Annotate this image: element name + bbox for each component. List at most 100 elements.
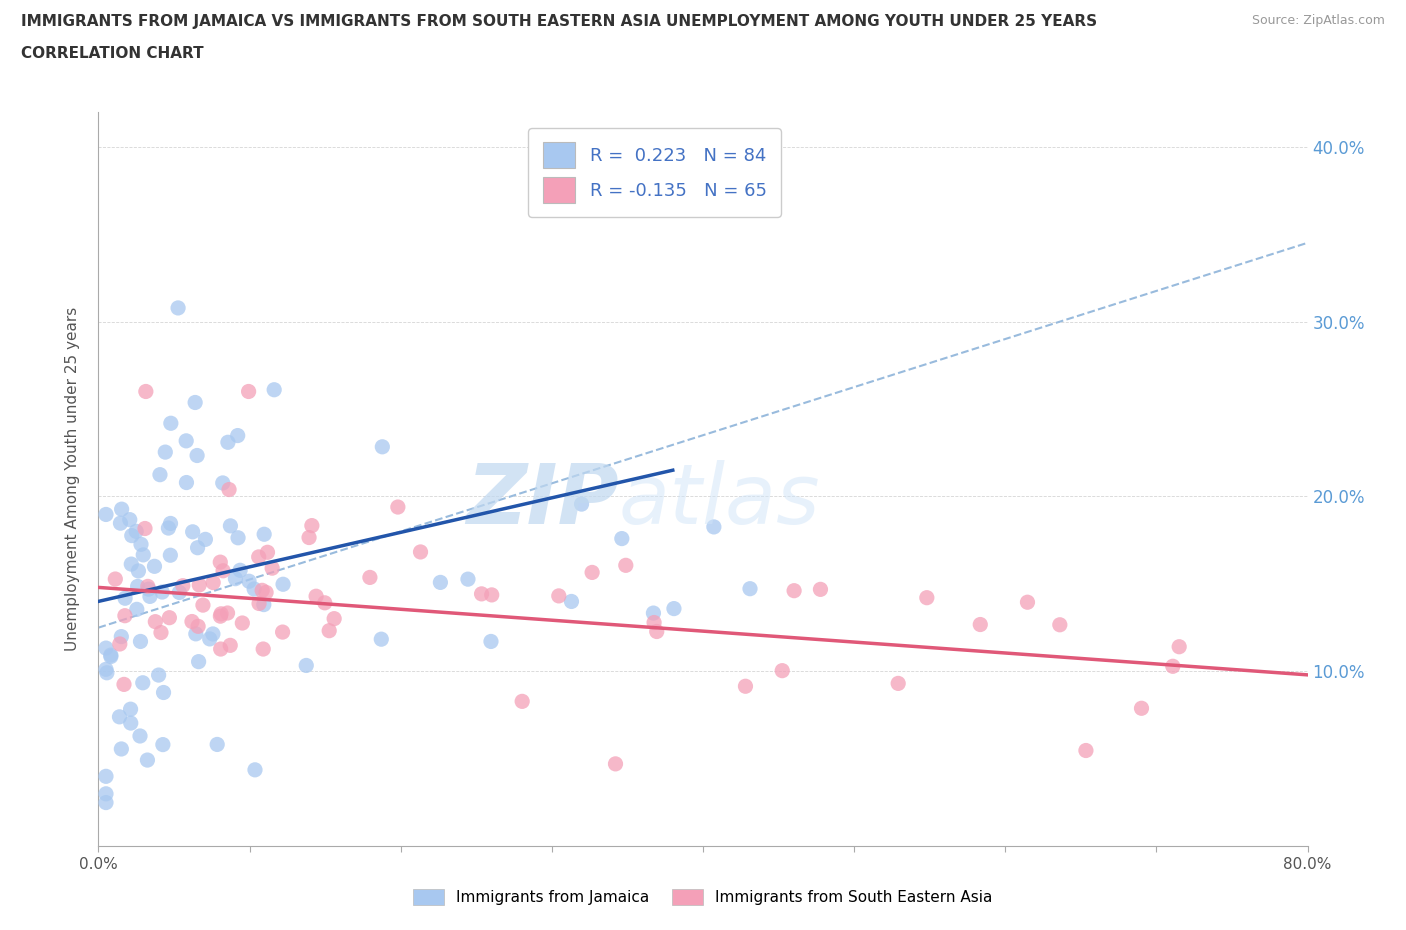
- Point: [187, 540, 209, 555]
- Point: [176, 475, 198, 490]
- Point: [152, 685, 174, 700]
- Point: [172, 578, 194, 593]
- Point: [110, 741, 132, 756]
- Point: [359, 570, 381, 585]
- Point: [209, 554, 232, 569]
- Point: [810, 582, 832, 597]
- Point: [110, 630, 132, 644]
- Text: atlas: atlas: [619, 460, 820, 541]
- Point: [125, 602, 148, 617]
- Point: [295, 658, 318, 673]
- Point: [247, 596, 270, 611]
- Point: [114, 608, 136, 623]
- Point: [229, 563, 252, 578]
- Point: [136, 752, 159, 767]
- Point: [148, 668, 170, 683]
- Point: [94, 769, 117, 784]
- Point: [224, 571, 246, 586]
- Point: [127, 579, 149, 594]
- Point: [136, 579, 159, 594]
- Point: [262, 561, 284, 576]
- Point: [243, 763, 266, 777]
- Point: [783, 583, 806, 598]
- Point: [132, 548, 155, 563]
- Point: [1168, 639, 1191, 654]
- Point: [250, 583, 273, 598]
- Point: [298, 530, 321, 545]
- Point: [247, 550, 270, 565]
- Point: [371, 439, 394, 454]
- Point: [194, 532, 217, 547]
- Point: [238, 574, 260, 589]
- Point: [226, 428, 249, 443]
- Point: [738, 581, 761, 596]
- Point: [120, 715, 142, 730]
- Point: [112, 677, 135, 692]
- Point: [198, 631, 221, 646]
- Legend: Immigrants from Jamaica, Immigrants from South Eastern Asia: Immigrants from Jamaica, Immigrants from…: [406, 882, 1000, 913]
- Point: [510, 694, 533, 709]
- Point: [138, 581, 160, 596]
- Point: [253, 526, 276, 541]
- Point: [129, 728, 152, 743]
- Point: [212, 564, 235, 578]
- Point: [152, 737, 174, 752]
- Point: [457, 572, 479, 587]
- Point: [186, 448, 208, 463]
- Point: [471, 587, 494, 602]
- Point: [610, 531, 633, 546]
- Point: [271, 625, 294, 640]
- Point: [256, 545, 278, 560]
- Point: [184, 627, 207, 642]
- Point: [187, 618, 209, 633]
- Point: [134, 521, 156, 536]
- Point: [129, 537, 152, 551]
- Y-axis label: Unemployment Among Youth under 25 years: Unemployment Among Youth under 25 years: [65, 307, 80, 651]
- Point: [202, 575, 225, 590]
- Point: [120, 557, 142, 572]
- Point: [94, 662, 117, 677]
- Point: [149, 467, 172, 482]
- Point: [969, 618, 991, 632]
- Point: [252, 642, 274, 657]
- Point: [305, 589, 328, 604]
- Point: [114, 591, 136, 605]
- Point: [181, 525, 204, 539]
- Point: [387, 499, 409, 514]
- Point: [111, 502, 134, 517]
- Point: [409, 544, 432, 559]
- Point: [703, 520, 725, 535]
- Point: [201, 627, 224, 642]
- Point: [217, 435, 239, 450]
- Point: [191, 598, 214, 613]
- Point: [571, 497, 593, 512]
- Point: [94, 795, 117, 810]
- Point: [770, 663, 793, 678]
- Point: [159, 516, 181, 531]
- Point: [614, 558, 637, 573]
- Point: [120, 702, 142, 717]
- Point: [94, 507, 117, 522]
- Point: [108, 710, 131, 724]
- Point: [94, 641, 117, 656]
- Point: [643, 615, 665, 630]
- Text: ZIP: ZIP: [465, 460, 619, 541]
- Point: [174, 433, 197, 448]
- Point: [157, 610, 180, 625]
- Point: [226, 530, 249, 545]
- Point: [662, 601, 685, 616]
- Point: [429, 575, 451, 590]
- Point: [149, 625, 172, 640]
- Point: [217, 605, 239, 620]
- Point: [143, 559, 166, 574]
- Text: IMMIGRANTS FROM JAMAICA VS IMMIGRANTS FROM SOUTH EASTERN ASIA UNEMPLOYMENT AMONG: IMMIGRANTS FROM JAMAICA VS IMMIGRANTS FR…: [21, 14, 1097, 29]
- Point: [157, 521, 180, 536]
- Point: [301, 518, 323, 533]
- Point: [1049, 618, 1071, 632]
- Point: [481, 588, 503, 603]
- Point: [915, 591, 938, 605]
- Point: [1074, 743, 1097, 758]
- Point: [108, 636, 131, 651]
- Point: [110, 516, 132, 531]
- Point: [1161, 658, 1184, 673]
